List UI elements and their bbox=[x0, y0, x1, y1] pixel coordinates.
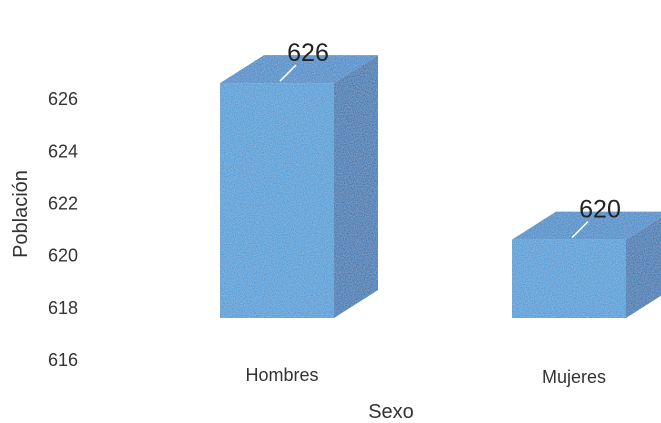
y-tick-label: 618 bbox=[48, 298, 78, 318]
y-axis: 616 618 620 622 624 626 Población bbox=[10, 89, 78, 370]
bar-front-face bbox=[220, 83, 334, 318]
bar: 626 bbox=[220, 39, 378, 318]
y-tick-label: 622 bbox=[48, 193, 78, 213]
bars: 626 620 bbox=[220, 39, 661, 318]
x-category-label: Mujeres bbox=[542, 367, 606, 387]
bar-side-face bbox=[334, 55, 378, 318]
x-category-labels: Hombres Mujeres bbox=[245, 365, 606, 387]
bar-side-face bbox=[626, 217, 661, 318]
x-category-label: Hombres bbox=[245, 365, 318, 385]
data-label-leader bbox=[279, 64, 297, 82]
data-label: 620 bbox=[579, 196, 621, 224]
y-tick-label: 616 bbox=[48, 350, 78, 370]
bar-top-face bbox=[220, 55, 378, 84]
y-axis-title: Población bbox=[10, 170, 32, 258]
data-label-leader bbox=[571, 221, 589, 239]
y-tick-labels: 616 618 620 622 624 626 bbox=[48, 89, 78, 370]
y-tick-label: 620 bbox=[48, 246, 78, 266]
bar-top-face bbox=[512, 211, 661, 240]
bar: 620 bbox=[512, 196, 661, 318]
x-axis: Hombres Mujeres Sexo bbox=[245, 365, 606, 423]
bar-front-face bbox=[512, 239, 626, 318]
data-label: 626 bbox=[287, 39, 329, 67]
y-tick-label: 624 bbox=[48, 141, 78, 161]
y-tick-label: 626 bbox=[48, 89, 78, 109]
x-axis-title: Sexo bbox=[368, 401, 414, 423]
